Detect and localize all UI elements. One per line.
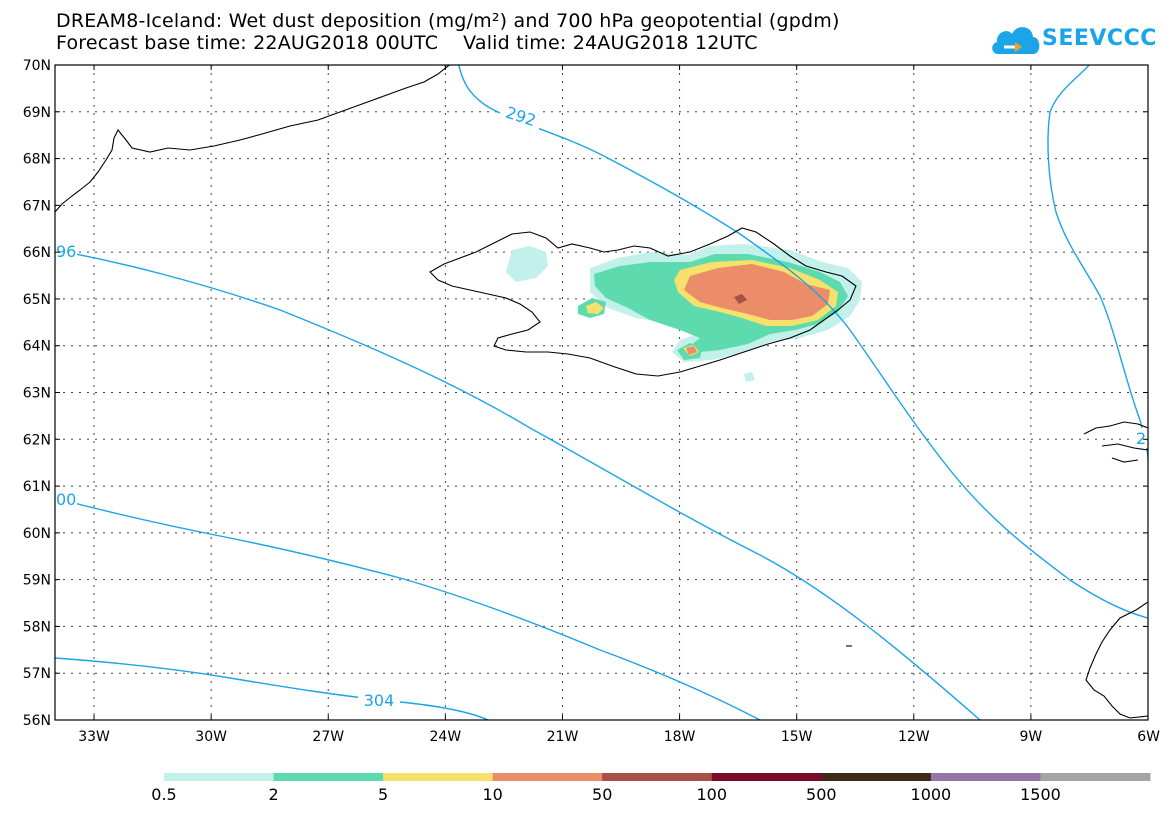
map-subtitle: Forecast base time: 22AUG2018 00UTC Vali…	[56, 32, 758, 54]
map-title: DREAM8-Iceland: Wet dust deposition (mg/…	[56, 10, 840, 32]
colorbar-label: 10	[482, 785, 502, 804]
colorbar-swatch	[711, 773, 822, 781]
colorbar-label: 1500	[1020, 785, 1061, 804]
contour-line	[458, 65, 1148, 619]
lat-tick-label: 66N	[23, 245, 51, 261]
lon-tick-label: 24W	[430, 729, 462, 745]
faroe-islands-coast	[1083, 421, 1148, 463]
lon-tick-label: 33W	[78, 729, 110, 745]
contour-label: 96	[56, 242, 76, 261]
contour-label: 292	[503, 103, 538, 131]
graticule	[55, 65, 1148, 720]
lat-tick-label: 64N	[23, 339, 51, 355]
iceland-coast	[429, 227, 857, 377]
contour-line	[1047, 65, 1148, 461]
contour-label: 304	[364, 691, 395, 710]
colorbar-label: 2	[268, 785, 278, 804]
cloud-logo-icon	[992, 27, 1040, 54]
contour-label: 28	[1136, 429, 1156, 448]
lat-tick-label: 56N	[23, 713, 51, 729]
lat-tick-label: 65N	[23, 292, 51, 308]
scotland-coast	[1085, 601, 1148, 719]
contour-line	[55, 249, 981, 720]
colorbar-swatch	[1040, 773, 1151, 781]
lon-tick-label: 12W	[898, 729, 930, 745]
greenland-coast	[55, 65, 451, 213]
deposition-10-area	[686, 346, 697, 355]
lat-tick-label: 70N	[23, 58, 51, 74]
contour-label: 00	[56, 490, 76, 509]
colorbar-label: 0.5	[151, 785, 176, 804]
lon-tick-label: 9W	[1020, 729, 1043, 745]
lat-tick-label: 62N	[23, 432, 51, 448]
contour-line	[55, 657, 489, 720]
lon-tick-label: 30W	[195, 729, 227, 745]
lat-tick-label: 69N	[23, 105, 51, 121]
axis-ticks: 33W 30W 27W 24W 21W 18W 15W 12W 9W 6W 70N 69N 68N 67N…	[23, 58, 1160, 745]
colorbar-swatch	[930, 773, 1041, 781]
coastlines	[55, 65, 1148, 719]
contour-line	[55, 497, 761, 720]
deposition-5-area	[586, 302, 604, 314]
lon-tick-label: 21W	[547, 729, 579, 745]
colorbar-label: 1000	[911, 785, 952, 804]
colorbar-label: 50	[592, 785, 612, 804]
lat-tick-label: 60N	[23, 526, 51, 542]
lat-tick-label: 58N	[23, 619, 51, 635]
colorbar-label: 100	[697, 785, 728, 804]
deposition-0.5-area	[506, 246, 548, 282]
lon-tick-label: 6W	[1137, 729, 1160, 745]
lat-tick-label: 57N	[23, 666, 51, 682]
lat-tick-label: 68N	[23, 152, 51, 168]
colorbar-swatch	[164, 773, 275, 781]
colorbar-swatch	[492, 773, 603, 781]
dust-deposition-field	[506, 244, 862, 382]
colorbar-swatch	[383, 773, 494, 781]
lon-tick-label: 27W	[312, 729, 344, 745]
colorbar-label: 500	[806, 785, 837, 804]
colorbar-label: 5	[378, 785, 388, 804]
colorbar-swatch	[273, 773, 384, 781]
deposition-0.5-area	[744, 372, 755, 382]
brand-logo: SEEVCCC	[990, 20, 1157, 60]
colorbar-swatch	[821, 773, 932, 781]
lon-tick-label: 15W	[781, 729, 813, 745]
geopotential-contours	[55, 65, 1148, 720]
deposition-colorbar: 0.5 2 5 10 50 100 500 1000 1500	[151, 773, 1151, 804]
deposition-10-area	[684, 264, 830, 320]
lat-tick-label: 67N	[23, 198, 51, 214]
lon-tick-label: 18W	[664, 729, 696, 745]
lat-tick-label: 63N	[23, 386, 51, 402]
colorbar-swatch	[602, 773, 713, 781]
lat-tick-label: 61N	[23, 479, 51, 495]
deposition-50-area	[734, 294, 747, 304]
brand-name: SEEVCCC	[1042, 26, 1157, 51]
lat-tick-label: 59N	[23, 573, 51, 589]
